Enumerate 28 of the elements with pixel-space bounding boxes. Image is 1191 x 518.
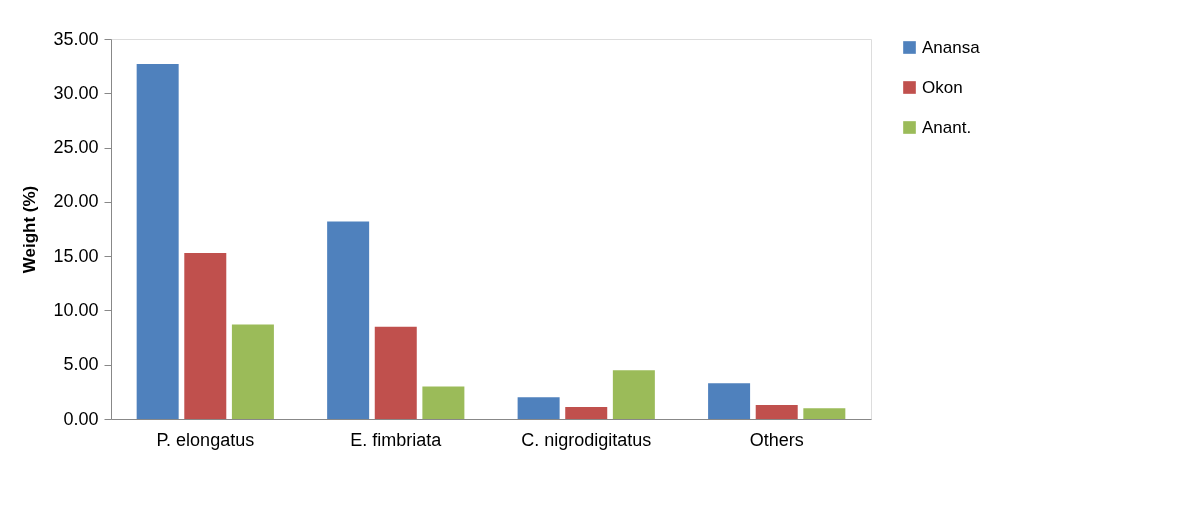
- bar: [565, 407, 608, 419]
- bar: [422, 386, 465, 419]
- bar: [327, 221, 370, 419]
- y-tick-label: 5.00: [63, 354, 99, 375]
- y-tick-label: 30.00: [53, 82, 99, 103]
- bar: [184, 252, 227, 419]
- x-tick-label: Others: [749, 429, 804, 450]
- legend-label: Anant.: [922, 117, 972, 137]
- y-tick-label: 20.00: [53, 191, 99, 212]
- bar: [517, 397, 560, 419]
- bar: [803, 408, 846, 419]
- legend-label: Okon: [922, 77, 963, 97]
- y-tick-label: 10.00: [53, 299, 99, 320]
- bar: [374, 326, 417, 419]
- y-axis-title: Weight (%): [20, 185, 40, 274]
- bar: [231, 324, 274, 419]
- y-tick-label: 0.00: [63, 408, 99, 429]
- bar: [612, 370, 655, 419]
- bar: [136, 63, 179, 419]
- bar: [708, 383, 751, 419]
- legend-label: Anansa: [922, 37, 981, 57]
- bar: [755, 404, 798, 419]
- y-tick-label: 25.00: [53, 137, 99, 158]
- x-tick-label: E. fimbriata: [350, 429, 443, 450]
- x-tick-label: P. elongatus: [156, 429, 255, 450]
- y-tick-label: 35.00: [53, 28, 99, 49]
- x-tick-label: C. nigrodigitatus: [521, 429, 652, 450]
- y-tick-label: 15.00: [53, 245, 99, 266]
